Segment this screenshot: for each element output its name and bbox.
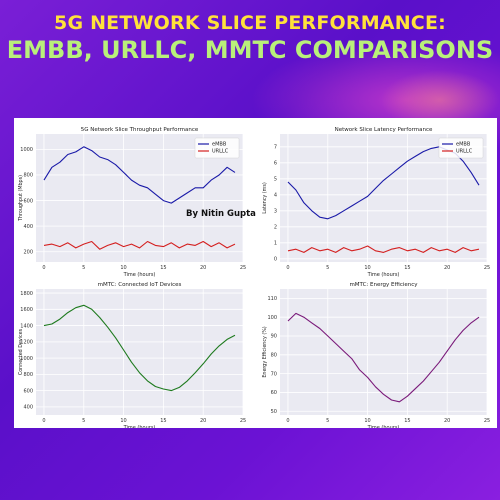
- y-axis-label: Connected Devices: [18, 328, 24, 375]
- y-tick-label: 400: [23, 405, 33, 411]
- y-tick-label: 1600: [20, 307, 33, 313]
- x-tick-label: 5: [82, 265, 85, 271]
- chart-figure: 0 5 10 15 20 25 200 400 600 800 1000 5G Network Sli…: [14, 118, 497, 428]
- chart-title: mMTC: Connected IoT Devices: [98, 282, 182, 288]
- x-tick-label: 0: [42, 265, 45, 271]
- x-tick-label: 15: [404, 418, 410, 424]
- chart-title: Network Slice Latency Performance: [335, 127, 433, 133]
- x-tick-label: 20: [200, 418, 206, 424]
- y-tick-label: 60: [271, 390, 277, 396]
- plot-area: [280, 289, 487, 415]
- legend-label: URLLC: [212, 149, 229, 155]
- y-tick-label: 110: [267, 296, 277, 302]
- watermark-text: By Nitin Gupta: [186, 209, 256, 219]
- y-tick-label: 800: [23, 372, 33, 378]
- y-axis-label: Throughput (Mbps): [18, 175, 24, 222]
- legend-box: [438, 137, 484, 159]
- x-axis-label: Time (hours): [123, 425, 156, 428]
- y-tick-label: 1400: [20, 323, 33, 329]
- y-tick-label: 200: [23, 249, 33, 255]
- x-tick-label: 25: [484, 418, 490, 424]
- x-tick-label: 15: [160, 418, 166, 424]
- page-title-line2: EMBB, URLLC, MMTC COMPARISONS: [6, 36, 494, 64]
- legend-label: eMBB: [212, 142, 227, 148]
- x-axis-label: Time (hours): [367, 272, 400, 278]
- x-tick-label: 15: [404, 265, 410, 271]
- x-tick-label: 5: [326, 265, 329, 271]
- y-tick-label: 600: [23, 388, 33, 394]
- y-tick-label: 600: [23, 198, 33, 204]
- x-tick-label: 0: [286, 418, 289, 424]
- x-tick-label: 5: [326, 418, 329, 424]
- x-axis-label: Time (hours): [367, 425, 400, 428]
- y-tick-label: 80: [271, 353, 277, 359]
- chart-title: 5G Network Slice Throughput Performance: [81, 127, 199, 133]
- x-tick-label: 10: [364, 265, 370, 271]
- title-banner: 5G NETWORK SLICE PERFORMANCE: EMBB, URLL…: [0, 0, 500, 75]
- x-axis-label: Time (hours): [123, 272, 156, 278]
- y-tick-label: 90: [271, 334, 277, 340]
- x-tick-label: 25: [240, 418, 246, 424]
- y-tick-label: 1000: [20, 147, 33, 153]
- x-tick-label: 10: [120, 265, 126, 271]
- x-tick-label: 20: [444, 265, 450, 271]
- y-tick-label: 70: [271, 371, 277, 377]
- y-tick-label: 1000: [20, 356, 33, 362]
- y-tick-label: 5: [274, 177, 277, 183]
- y-tick-label: 400: [23, 224, 33, 230]
- y-tick-label: 3: [274, 209, 277, 215]
- x-tick-label: 15: [160, 265, 166, 271]
- y-tick-label: 4: [274, 193, 277, 199]
- y-tick-label: 0: [274, 257, 277, 263]
- y-tick-label: 2: [274, 225, 277, 231]
- bottom-strip: [0, 428, 500, 500]
- x-tick-label: 25: [484, 265, 490, 271]
- x-tick-label: 0: [286, 265, 289, 271]
- y-tick-label: 1: [274, 241, 277, 247]
- y-tick-label: 6: [274, 161, 277, 167]
- y-tick-label: 7: [274, 145, 277, 151]
- legend-label: eMBB: [456, 142, 471, 148]
- x-tick-label: 10: [120, 418, 126, 424]
- series-line-urllc: [43, 240, 236, 250]
- page-title-line1: 5G NETWORK SLICE PERFORMANCE:: [54, 12, 446, 34]
- plot-area: [36, 289, 243, 415]
- x-tick-label: 0: [42, 418, 45, 424]
- legend-box: [194, 137, 240, 159]
- y-tick-label: 50: [271, 409, 277, 415]
- y-axis-label: Latency (ms): [262, 182, 268, 214]
- series-line-line: [287, 312, 480, 403]
- legend-label: URLLC: [456, 149, 473, 155]
- chart-title: mMTC: Energy Efficiency: [349, 282, 418, 288]
- y-tick-label: 1800: [20, 291, 33, 297]
- x-tick-label: 20: [200, 265, 206, 271]
- y-tick-label: 1200: [20, 340, 33, 346]
- y-axis-label: Energy Efficiency (%): [262, 326, 268, 377]
- x-tick-label: 10: [364, 418, 370, 424]
- x-tick-label: 20: [444, 418, 450, 424]
- x-tick-label: 5: [82, 418, 85, 424]
- y-tick-label: 100: [267, 315, 277, 321]
- y-tick-label: 800: [23, 173, 33, 179]
- x-tick-label: 25: [240, 265, 246, 271]
